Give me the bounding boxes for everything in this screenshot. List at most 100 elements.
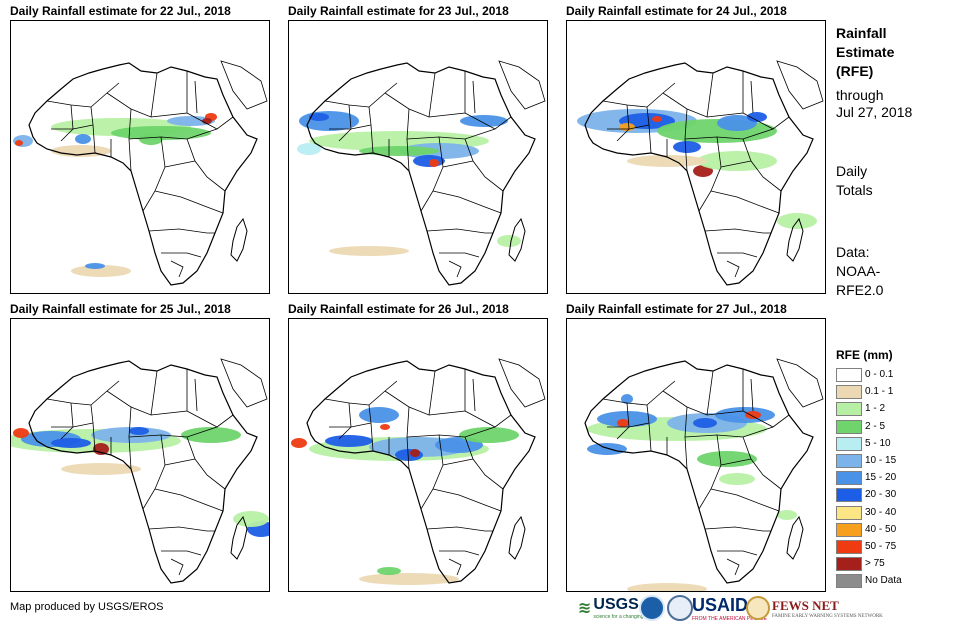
madagascar-coastline (786, 515, 804, 560)
panel-title: Daily Rainfall estimate for 22 Jul., 201… (10, 4, 231, 18)
rainfall-map (10, 20, 270, 294)
country-border (607, 124, 650, 130)
country-border (148, 526, 215, 532)
rainfall-area (93, 443, 109, 455)
sidebar-heading-line3: (RFE) (836, 63, 874, 79)
usaid-logo: USAID FROM THE AMERICAN PEOPLE (692, 595, 767, 622)
legend-label: 50 - 75 (865, 541, 897, 552)
africa-coastline (584, 62, 814, 286)
rainfall-area (377, 567, 401, 575)
arabia-coastline (776, 358, 824, 408)
rainfall-area (75, 134, 91, 144)
country-border (128, 128, 218, 140)
country-border (426, 526, 493, 532)
country-border (420, 434, 444, 510)
legend-label: 2 - 5 (865, 420, 886, 432)
country-border (717, 550, 758, 556)
legend-swatch (836, 419, 862, 434)
legend-item: 30 - 40 (836, 505, 956, 521)
arabia-coastline (498, 358, 546, 408)
africa-landmass (29, 361, 257, 583)
noaa-logo-icon (639, 595, 665, 621)
rainfall-area (717, 115, 757, 131)
rainfall-area (359, 573, 459, 585)
usgs-tagline: science for a changing world (593, 614, 657, 620)
arabia-coastline (220, 60, 268, 110)
legend-item: 0.1 - 1 (836, 384, 956, 400)
country-border (106, 370, 158, 416)
country-border (607, 422, 650, 428)
rainfall-area (13, 135, 33, 147)
rainfall-area (673, 141, 701, 153)
country-border (472, 378, 476, 412)
rainfall-area (597, 411, 657, 427)
madagascar-coastline (508, 515, 526, 560)
africa-map (584, 358, 824, 591)
country-border (742, 436, 782, 490)
africa-coastline (306, 360, 536, 584)
rainfall-area (51, 438, 91, 448)
rainfall-area (202, 118, 212, 124)
legend-swatch (836, 557, 862, 572)
country-border (406, 128, 496, 140)
legend-swatch (836, 385, 862, 400)
country-border (720, 160, 752, 168)
country-border (426, 228, 493, 234)
legend-label: 0 - 0.1 (865, 369, 894, 380)
legend-swatch (836, 454, 862, 468)
panel-title: Daily Rainfall estimate for 27 Jul., 201… (566, 302, 787, 316)
rainfall-area (309, 113, 329, 121)
legend-swatch (836, 436, 862, 451)
legend-swatch (836, 574, 862, 589)
sidebar-data-line1: Data: (836, 244, 870, 260)
usgs-logo: ≋ USGS science for a changing world (578, 595, 657, 621)
rainfall-area (325, 435, 373, 447)
legend-item: 0 - 0.1 (836, 367, 956, 383)
country-border (142, 136, 166, 212)
legend-label: 10 - 15 (865, 455, 897, 466)
country-border (186, 138, 226, 192)
legend-label: 30 - 40 (865, 506, 897, 518)
rainfall-area (329, 246, 409, 256)
country-border (406, 426, 496, 438)
legend-label: > 75 (865, 558, 885, 570)
rainfall-area (413, 155, 445, 167)
country-border (698, 136, 722, 212)
rainfall-area (745, 411, 761, 419)
country-border (329, 422, 372, 428)
legend-swatch (836, 488, 862, 503)
rainfall-area (693, 165, 713, 177)
rainfall-area (617, 419, 629, 427)
globe-icon (746, 596, 770, 620)
legend-label: 15 - 20 (865, 472, 897, 484)
country-border (194, 80, 198, 114)
country-border (161, 550, 202, 556)
legend-swatch (836, 368, 862, 382)
country-border (662, 72, 714, 118)
usgs-wave-icon: ≋ (578, 600, 592, 617)
africa-map (13, 60, 268, 286)
africa-map (297, 60, 546, 286)
rainfall-area (693, 418, 717, 428)
legend-item: 15 - 20 (836, 470, 956, 486)
rainfall-area (719, 473, 755, 485)
sidebar-data-line3: RFE2.0 (836, 282, 884, 298)
rainfall-map (288, 20, 548, 294)
country-border (439, 252, 480, 258)
panel-title: Daily Rainfall estimate for 24 Jul., 201… (566, 4, 787, 18)
rainfall-area (359, 407, 399, 423)
country-border (750, 378, 754, 412)
country-border (684, 426, 774, 438)
africa-coastline (306, 62, 536, 286)
country-border (662, 370, 714, 416)
country-border (420, 136, 444, 212)
panel-title: Daily Rainfall estimate for 23 Jul., 201… (288, 4, 509, 18)
legend-swatch (836, 402, 862, 417)
country-border (439, 550, 480, 556)
country-border (750, 80, 754, 114)
madagascar-coastline (508, 217, 526, 262)
map-credit: Map produced by USGS/EROS (10, 601, 164, 613)
usgs-logo-text: USGS (593, 596, 639, 613)
sidebar-through-date: Jul 27, 2018 (836, 104, 913, 120)
legend-label: 40 - 50 (865, 523, 897, 535)
